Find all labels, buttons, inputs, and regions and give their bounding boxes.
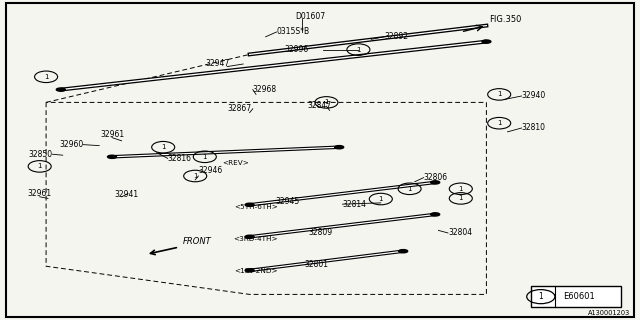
Ellipse shape — [431, 181, 440, 184]
Text: 32945: 32945 — [275, 197, 300, 206]
Ellipse shape — [245, 269, 254, 272]
Text: 32810: 32810 — [522, 124, 545, 132]
Text: 32892: 32892 — [384, 32, 408, 41]
Text: 32809: 32809 — [308, 228, 332, 237]
Text: 1: 1 — [538, 292, 543, 301]
Ellipse shape — [108, 155, 116, 158]
Ellipse shape — [245, 235, 254, 238]
Text: <5TH-6TH>: <5TH-6TH> — [234, 204, 278, 210]
Ellipse shape — [399, 250, 408, 253]
Text: 32801: 32801 — [305, 260, 329, 269]
Ellipse shape — [245, 203, 254, 206]
Text: 1: 1 — [378, 196, 383, 202]
Text: 32996: 32996 — [285, 45, 309, 54]
Text: 1: 1 — [161, 144, 166, 150]
Text: <1ST-2ND>: <1ST-2ND> — [234, 268, 278, 274]
Text: 1: 1 — [497, 92, 502, 97]
Text: 32961: 32961 — [100, 130, 124, 139]
Text: 32804: 32804 — [448, 228, 472, 237]
Text: 0315S*B: 0315S*B — [276, 28, 310, 36]
Ellipse shape — [431, 213, 440, 216]
Text: <REV>: <REV> — [223, 160, 250, 165]
Text: 32814: 32814 — [342, 200, 367, 209]
Text: 32867: 32867 — [227, 104, 252, 113]
Text: E60601: E60601 — [563, 292, 595, 301]
Text: 32946: 32946 — [198, 166, 223, 175]
Text: 1: 1 — [324, 100, 329, 105]
Text: 32968: 32968 — [253, 85, 277, 94]
Text: 32850: 32850 — [28, 150, 52, 159]
FancyBboxPatch shape — [531, 286, 621, 307]
Ellipse shape — [335, 146, 344, 149]
Text: 1: 1 — [407, 186, 412, 192]
Text: 32947: 32947 — [205, 60, 230, 68]
Text: FRONT: FRONT — [182, 237, 211, 246]
Text: 32940: 32940 — [522, 92, 546, 100]
Text: 1: 1 — [497, 120, 502, 126]
Text: 1: 1 — [356, 47, 361, 52]
Ellipse shape — [56, 88, 65, 91]
Text: <3RD-4TH>: <3RD-4TH> — [234, 236, 278, 242]
Text: D01607: D01607 — [296, 12, 326, 21]
Ellipse shape — [482, 40, 491, 43]
Text: 32816: 32816 — [168, 154, 192, 163]
Text: 32961: 32961 — [28, 189, 52, 198]
Text: 1: 1 — [458, 196, 463, 201]
Text: 32960: 32960 — [59, 140, 83, 149]
Text: 32806: 32806 — [424, 173, 448, 182]
Text: 32847: 32847 — [307, 101, 332, 110]
Text: A130001203: A130001203 — [588, 310, 630, 316]
Text: 1: 1 — [44, 74, 49, 80]
Text: FIG.350: FIG.350 — [490, 15, 522, 24]
Text: 32941: 32941 — [114, 190, 138, 199]
Text: 1: 1 — [202, 154, 207, 160]
Text: 1: 1 — [37, 164, 42, 169]
Text: 1: 1 — [193, 173, 198, 179]
Text: 1: 1 — [458, 186, 463, 192]
